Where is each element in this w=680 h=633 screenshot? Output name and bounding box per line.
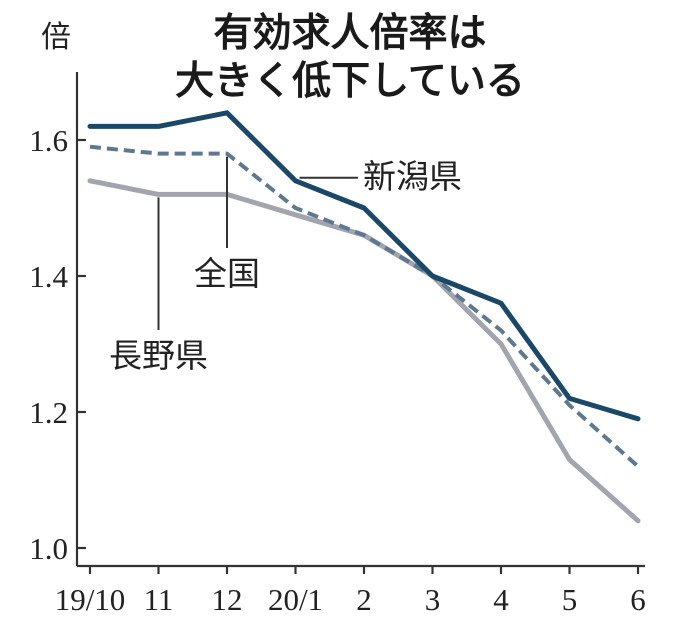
x-tick-label: 2	[356, 582, 372, 617]
y-axis-unit-label: 倍	[41, 20, 71, 55]
x-tick-label: 6	[630, 582, 646, 617]
x-tick-label: 4	[493, 582, 509, 617]
series-line-1	[89, 144, 640, 468]
axes: 1.0 1.2 1.4 1.6 19/10 11 12 20/1 2 3 4 5 6	[29, 72, 646, 617]
series-line-0	[87, 110, 641, 422]
y-tick-label: 1.4	[29, 259, 68, 294]
series-label-national: 全国	[194, 254, 260, 293]
series-label-niigata: 新潟県	[363, 157, 462, 196]
y-tick-label: 1.2	[29, 395, 68, 430]
x-tick-label: 5	[562, 582, 578, 617]
series-lines	[87, 110, 641, 524]
x-tick-label: 3	[425, 582, 441, 617]
x-tick-label: 11	[144, 582, 174, 617]
x-tick-label: 12	[212, 582, 243, 617]
chart-title-line-1: 有効求人倍率は	[213, 11, 486, 56]
y-tick-label: 1.6	[29, 123, 68, 158]
y-tick-label: 1.0	[29, 531, 68, 566]
x-tick-label: 20/1	[268, 582, 323, 617]
chart-title-line-2: 大きく低下している	[175, 59, 525, 104]
series-label-nagano: 長野県	[109, 336, 208, 375]
x-tick-label: 19/10	[55, 582, 126, 617]
